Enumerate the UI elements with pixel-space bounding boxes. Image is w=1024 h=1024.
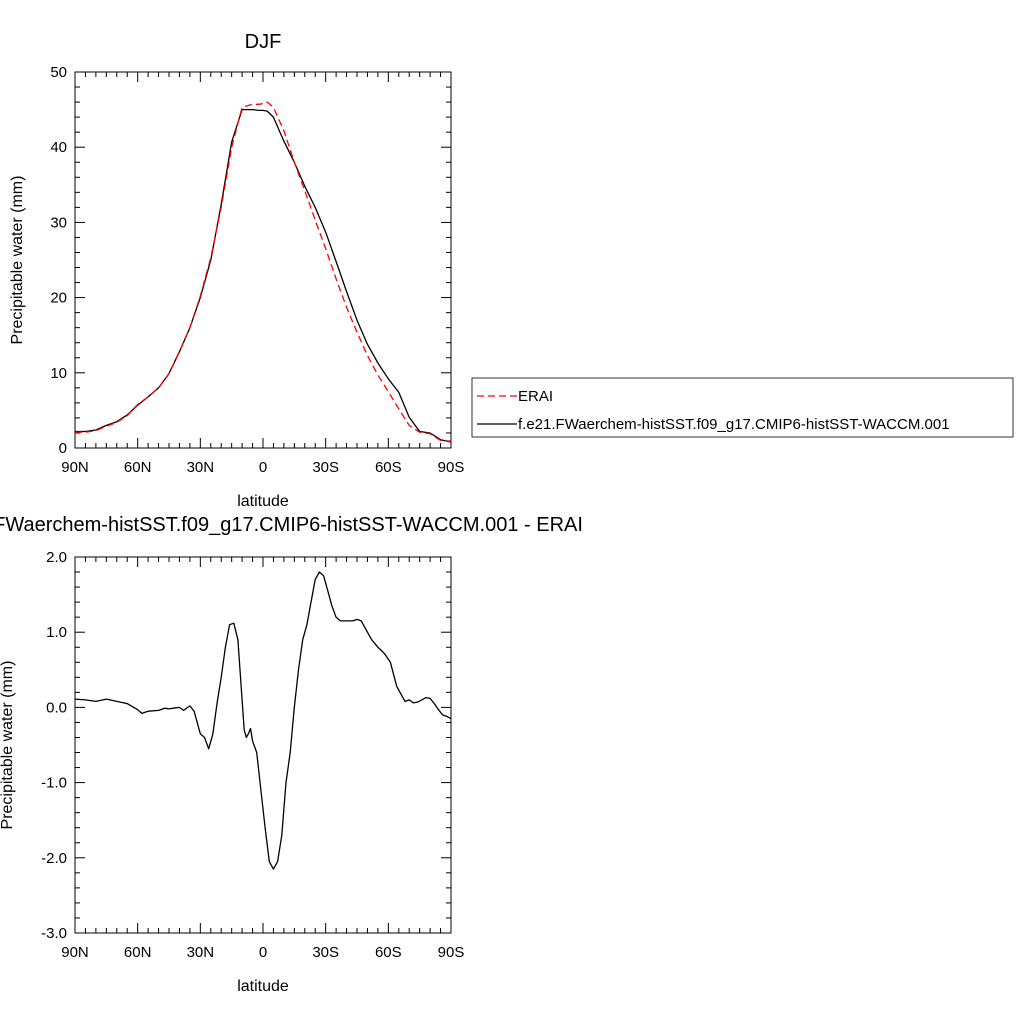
y-tick-label: 0.0 <box>46 699 67 716</box>
x-tick-label: 60N <box>124 944 152 961</box>
bottom-series-group <box>74 571 452 870</box>
y-tick-label: 30 <box>50 214 67 231</box>
y-tick-label: 2.0 <box>46 549 67 566</box>
series-line-0 <box>74 571 452 870</box>
legend: ERAI f.e21.FWaerchem-histSST.f09_g17.CMI… <box>471 377 1014 438</box>
bottom-x-axis: 90N 60N 30N 0 30S 60S 90S <box>61 557 464 961</box>
top-x-axis: 90N 60N 30N 0 30S 60S 90S <box>61 72 464 476</box>
y-tick-label: 50 <box>50 64 67 81</box>
x-tick-label: 90S <box>438 459 465 476</box>
y-tick-label: 0 <box>59 440 67 457</box>
legend-label-erai: ERAI <box>518 388 553 405</box>
legend-label-model: f.e21.FWaerchem-histSST.f09_g17.CMIP6-hi… <box>518 416 950 433</box>
series-line-0 <box>75 108 452 443</box>
y-tick-label: 1.0 <box>46 624 67 641</box>
top-plot-frame <box>74 71 452 449</box>
top-x-axis-label: latitude <box>237 493 289 510</box>
y-tick-label: 10 <box>50 365 67 382</box>
bottom-panel: f.e21.FWaerchem-histSST.f09_g17.CMIP6-hi… <box>0 514 583 995</box>
y-tick-label: -3.0 <box>41 925 67 942</box>
x-tick-label: 30N <box>187 459 215 476</box>
bottom-x-axis-label: latitude <box>237 978 289 995</box>
x-tick-label: 90S <box>438 944 465 961</box>
x-tick-label: 60S <box>375 944 402 961</box>
x-tick-label: 30S <box>312 459 339 476</box>
y-tick-label: 20 <box>50 290 67 307</box>
bottom-plot-frame <box>74 556 452 934</box>
y-tick-label: -1.0 <box>41 775 67 792</box>
x-tick-label: 60N <box>124 459 152 476</box>
top-panel: DJF 0 10 20 30 40 50 90N 60N 30N 0 30S 60S 90S lati… <box>9 31 464 510</box>
top-title: DJF <box>245 31 282 53</box>
x-tick-label: 0 <box>259 459 267 476</box>
x-tick-label: 0 <box>259 944 267 961</box>
x-tick-label: 60S <box>375 459 402 476</box>
bottom-y-axis: -3.0 -2.0 -1.0 0.0 1.0 2.0 <box>41 549 451 942</box>
bottom-title: f.e21.FWaerchem-histSST.f09_g17.CMIP6-hi… <box>0 514 583 536</box>
x-tick-label: 90N <box>61 944 89 961</box>
top-y-axis-label: Precipitable water (mm) <box>9 176 26 345</box>
top-series-group <box>75 101 452 443</box>
y-tick-label: -2.0 <box>41 850 67 867</box>
series-line-1 <box>75 101 452 442</box>
x-tick-label: 30N <box>187 944 215 961</box>
bottom-y-axis-label: Precipitable water (mm) <box>0 661 16 830</box>
top-y-axis: 0 10 20 30 40 50 <box>50 64 451 457</box>
y-tick-label: 40 <box>50 139 67 156</box>
x-tick-label: 90N <box>61 459 89 476</box>
x-tick-label: 30S <box>312 944 339 961</box>
legend-box <box>471 377 1014 438</box>
